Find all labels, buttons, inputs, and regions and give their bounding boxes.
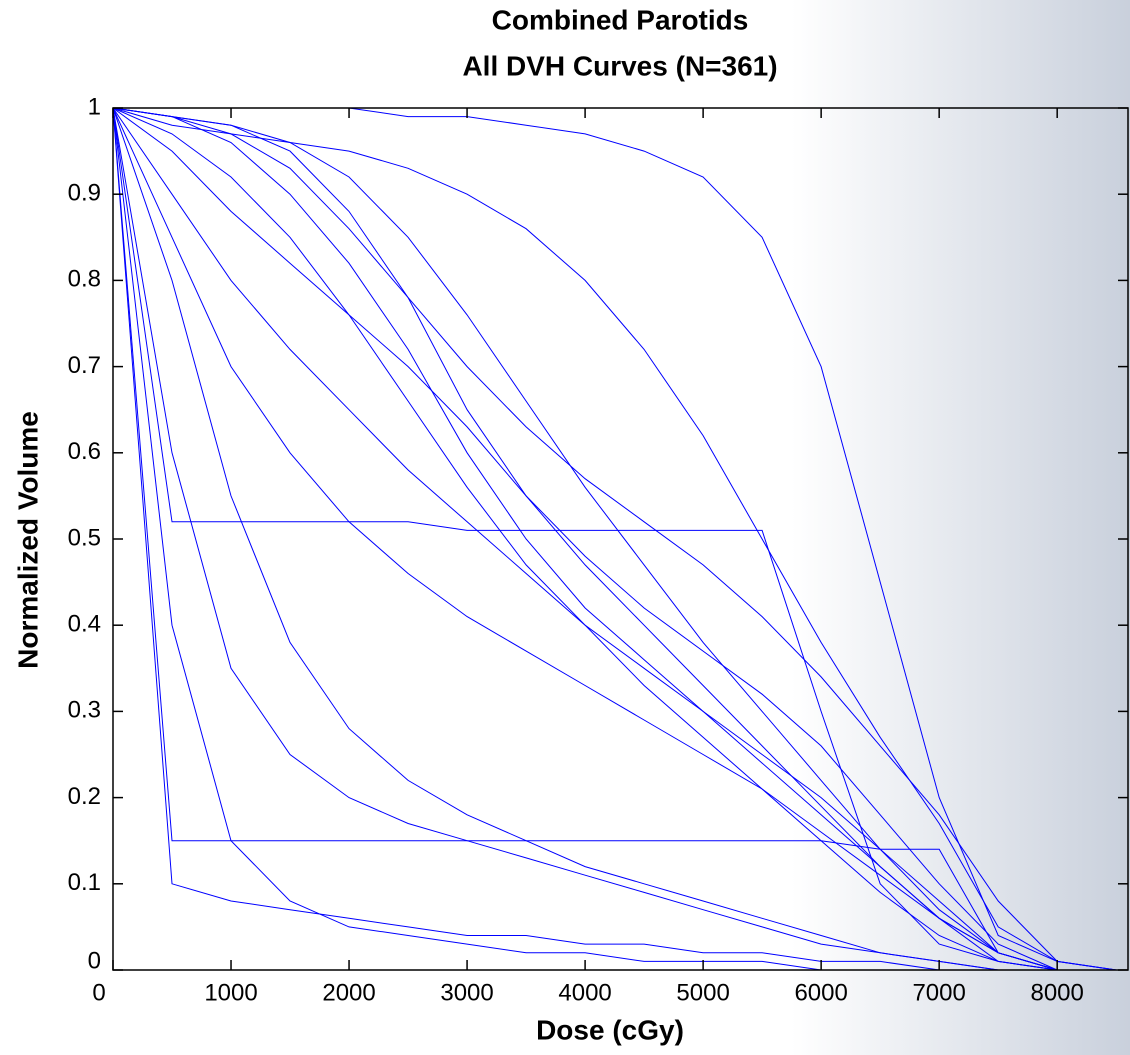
dvh-curve — [112, 107, 1117, 971]
x-tick-label: 1000 — [204, 979, 257, 1006]
y-tick-label: 1 — [88, 93, 101, 120]
dvh-curve — [112, 107, 1117, 971]
y-tick-label: 0.2 — [68, 783, 101, 810]
x-tick-label: 2000 — [322, 979, 375, 1006]
dvh-curve — [112, 107, 1117, 971]
x-tick-label: 7000 — [912, 979, 965, 1006]
dvh-curve — [112, 107, 1117, 971]
x-axis-label: Dose (cGy) — [536, 1014, 684, 1045]
dvh-curve — [112, 107, 1117, 971]
x-tick-label: 8000 — [1030, 979, 1083, 1006]
dvh-curve — [112, 107, 1117, 971]
chart-title: All DVH Curves (N=361) — [462, 50, 777, 81]
x-tick-label: 6000 — [794, 979, 847, 1006]
dvh-curve — [112, 107, 1117, 971]
x-tick-label: 4000 — [558, 979, 611, 1006]
y-tick-label: 0.8 — [68, 266, 101, 293]
dvh-curve — [112, 107, 1117, 971]
dvh-curve — [112, 107, 1117, 971]
dvh-curve — [112, 107, 1117, 971]
y-tick-label: 0.9 — [68, 180, 101, 207]
y-tick-label: 0.1 — [68, 869, 101, 896]
chart-title: Combined Parotids — [492, 4, 749, 35]
x-tick-label: 5000 — [676, 979, 729, 1006]
x-tick-label: 3000 — [440, 979, 493, 1006]
dvh-curve — [112, 107, 1117, 971]
y-tick-label: 0.3 — [68, 697, 101, 724]
y-tick-label: 0.5 — [68, 524, 101, 551]
y-axis-label: Normalized Volume — [12, 411, 43, 669]
y-tick-label: 0.7 — [68, 352, 101, 379]
y-tick-label: 0 — [88, 947, 101, 974]
x-tick-label: 0 — [92, 979, 105, 1006]
y-tick-label: 0.6 — [68, 438, 101, 465]
y-tick-label: 0.4 — [68, 611, 101, 638]
